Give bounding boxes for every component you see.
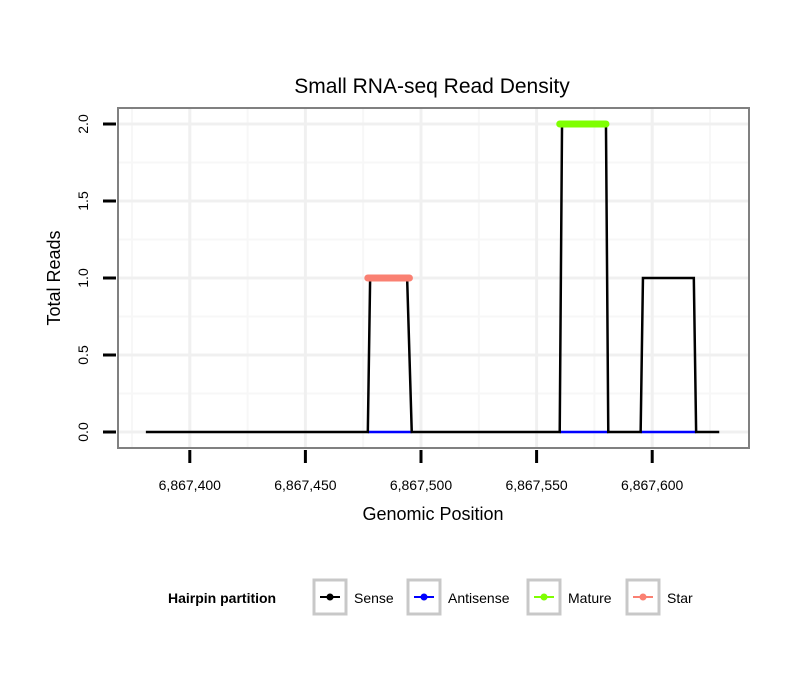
legend-item-sense: Sense — [312, 578, 394, 616]
legend-label: Antisense — [448, 590, 510, 606]
plot-panel-border — [117, 107, 750, 449]
legend-point — [540, 593, 548, 601]
legend-point — [420, 593, 428, 601]
x-tick-label: 6,867,500 — [390, 477, 452, 493]
legend-title: Hairpin partition — [168, 590, 276, 606]
y-tick-label: 0.5 — [75, 345, 91, 365]
y-tick-label: 1.5 — [75, 191, 91, 211]
chart-title: Small RNA-seq Read Density — [294, 75, 570, 98]
y-axis-label: Total Reads — [44, 230, 64, 325]
legend-label: Mature — [568, 590, 612, 606]
y-tick-label: 0.0 — [75, 422, 91, 442]
legend-key — [406, 578, 442, 616]
x-axis: 6,867,400 6,867,450 6,867,500 6,867,550 6,86… — [159, 450, 684, 493]
x-tick-label: 6,867,600 — [621, 477, 683, 493]
legend-point — [639, 593, 647, 601]
y-axis: 0.0 0.5 1.0 1.5 2.0 — [75, 114, 116, 442]
x-tick-label: 6,867,400 — [159, 477, 221, 493]
legend-item-star: Star — [625, 578, 693, 616]
legend-label: Sense — [354, 590, 394, 606]
y-tick-label: 2.0 — [75, 114, 91, 134]
legend-point — [326, 593, 334, 601]
series-layer — [145, 120, 720, 434]
legend-item-antisense: Antisense — [406, 578, 510, 616]
legend-label: Star — [667, 590, 693, 606]
legend-item-mature: Mature — [526, 578, 612, 616]
grid — [119, 109, 748, 447]
y-tick-label: 1.0 — [75, 268, 91, 288]
x-axis-label: Genomic Position — [362, 504, 503, 524]
x-tick-label: 6,867,550 — [505, 477, 567, 493]
legend: Hairpin partition Sense Antisense Mature St… — [168, 578, 693, 616]
x-tick-label: 6,867,450 — [274, 477, 336, 493]
